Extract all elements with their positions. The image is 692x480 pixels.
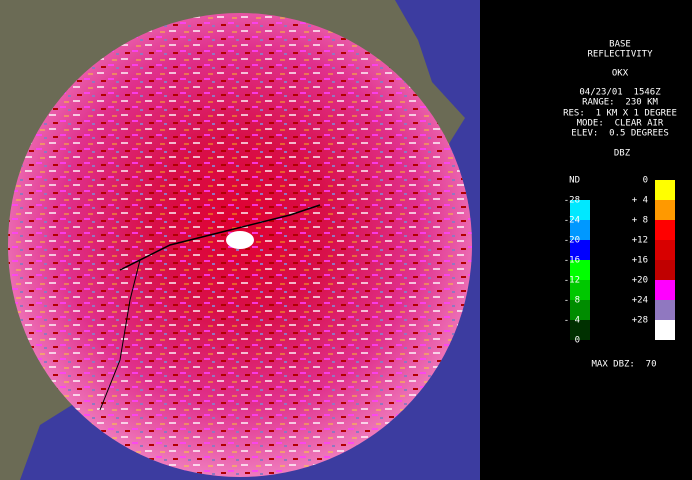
- datetime: 04/23/01 1546Z: [579, 88, 661, 98]
- legend-swatch: [570, 220, 590, 240]
- legend-label: +16: [632, 256, 648, 266]
- legend-swatch: [655, 240, 675, 260]
- legend-swatch: [655, 300, 675, 320]
- legend-swatch: [570, 260, 590, 280]
- ground-clutter: [226, 231, 254, 249]
- max-dbz: MAX DBZ: 70: [591, 360, 656, 370]
- legend-swatch: [570, 320, 590, 340]
- legend-swatch: [655, 320, 675, 340]
- legend-label: 0: [575, 336, 580, 346]
- station: OKX: [612, 69, 629, 79]
- legend-swatch: [655, 200, 675, 220]
- coastline: [119, 204, 321, 271]
- legend-label: -20: [564, 236, 580, 246]
- legend-label: +24: [632, 296, 648, 306]
- legend-label: + 8: [632, 216, 648, 226]
- legend-label: +12: [632, 236, 648, 246]
- product-name: REFLECTIVITY: [587, 50, 653, 60]
- legend-label: - 4: [564, 316, 580, 326]
- resolution: RES: 1 KM X 1 DEGREE: [563, 109, 677, 119]
- coastline: [99, 259, 141, 411]
- legend-label: -12: [564, 276, 580, 286]
- legend-label: + 4: [632, 196, 648, 206]
- legend-label: -24: [564, 216, 580, 226]
- legend-label: ND: [569, 176, 580, 186]
- legend-swatch: [655, 220, 675, 240]
- product: BASE: [609, 40, 631, 50]
- legend-label: - 8: [564, 296, 580, 306]
- mode: MODE: CLEAR AIR: [577, 119, 664, 129]
- elevation: ELEV: 0.5 DEGREES: [571, 129, 669, 139]
- legend-swatch: [570, 280, 590, 300]
- legend-label: +28: [632, 316, 648, 326]
- legend-swatch: [655, 180, 675, 200]
- unit: DBZ: [614, 149, 631, 159]
- legend-label: -16: [564, 256, 580, 266]
- legend-swatch: [655, 260, 675, 280]
- legend-swatch: [570, 240, 590, 260]
- legend-swatch: [570, 300, 590, 320]
- legend-label: 0: [643, 176, 648, 186]
- range: RANGE: 230 KM: [582, 98, 658, 108]
- legend-label: +20: [632, 276, 648, 286]
- legend-swatch: [570, 200, 590, 220]
- legend-swatch: [655, 280, 675, 300]
- legend-label: -28: [564, 196, 580, 206]
